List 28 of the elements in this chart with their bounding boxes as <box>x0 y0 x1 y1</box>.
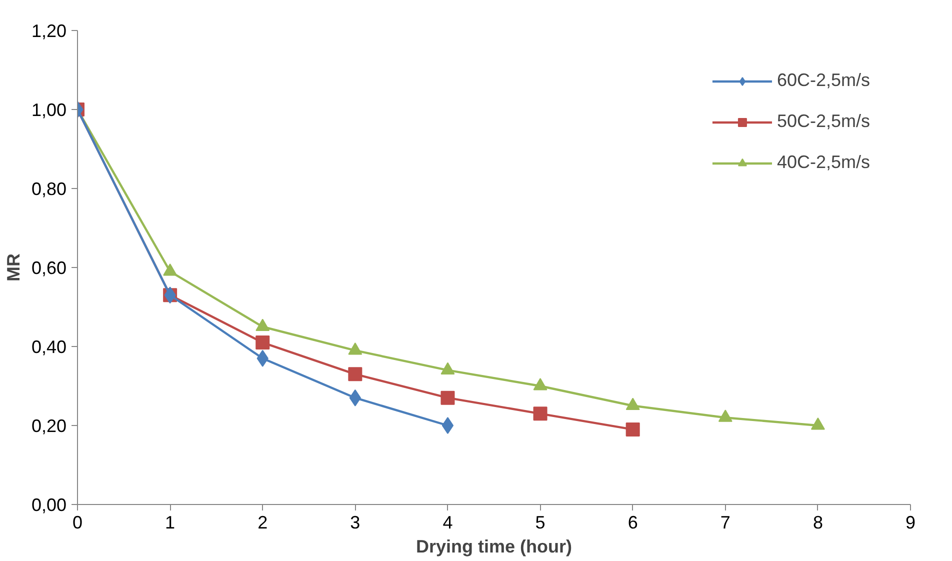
y-axis-title: MR <box>3 253 24 282</box>
y-tick-label: 1,20 <box>31 21 67 41</box>
point <box>256 336 270 350</box>
x-tick-label: 3 <box>350 512 360 532</box>
x-tick-label: 7 <box>720 512 730 532</box>
y-tick-label: 0,80 <box>31 179 67 199</box>
point <box>442 417 454 434</box>
x-tick-label: 2 <box>258 512 268 532</box>
x-tick-label: 1 <box>165 512 176 532</box>
x-tick-label: 8 <box>812 512 823 532</box>
point <box>440 390 455 405</box>
legend-label: 40C-2,5m/s <box>776 152 870 173</box>
x-tick-label: 0 <box>72 512 83 532</box>
point <box>533 406 548 421</box>
x-tick-label: 9 <box>905 512 916 532</box>
y-tick-label: 0,20 <box>31 416 67 436</box>
y-tick-label: 0,60 <box>31 258 67 278</box>
legend-label: 60C-2,5m/s <box>776 70 870 91</box>
point <box>626 422 640 436</box>
legend-label: 50C-2,5m/s <box>776 111 870 132</box>
x-tick-label: 5 <box>535 512 546 532</box>
y-tick-label: 0,40 <box>31 337 67 357</box>
x-tick-label: 4 <box>442 512 453 532</box>
x-tick-label: 6 <box>628 512 638 532</box>
point <box>348 367 362 382</box>
y-tick-label: 1,00 <box>31 100 67 120</box>
x-axis-title: Drying time (hour) <box>416 536 572 556</box>
y-tick-label: 0,00 <box>31 495 67 515</box>
